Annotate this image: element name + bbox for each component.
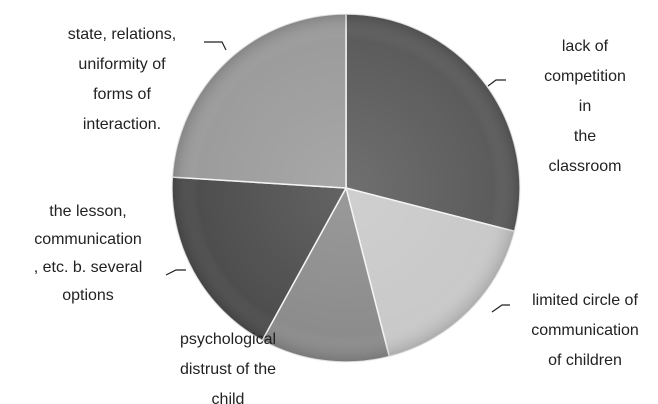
slice-label: limited circle of communication of child…	[531, 292, 639, 369]
slice-label: the lesson, communication , etc. b. seve…	[33, 203, 143, 304]
leader-line	[491, 304, 510, 313]
pie-slice	[171, 13, 347, 189]
leader-line	[165, 269, 186, 276]
leader-line	[487, 79, 506, 87]
leader-line	[204, 41, 227, 51]
slices	[171, 13, 521, 363]
slice-label: state, relations, uniformity of forms of…	[67, 26, 177, 133]
slice-label: psychological distrust of the child	[179, 331, 277, 404]
slice-label: lack of competition in the classroom	[544, 38, 626, 175]
